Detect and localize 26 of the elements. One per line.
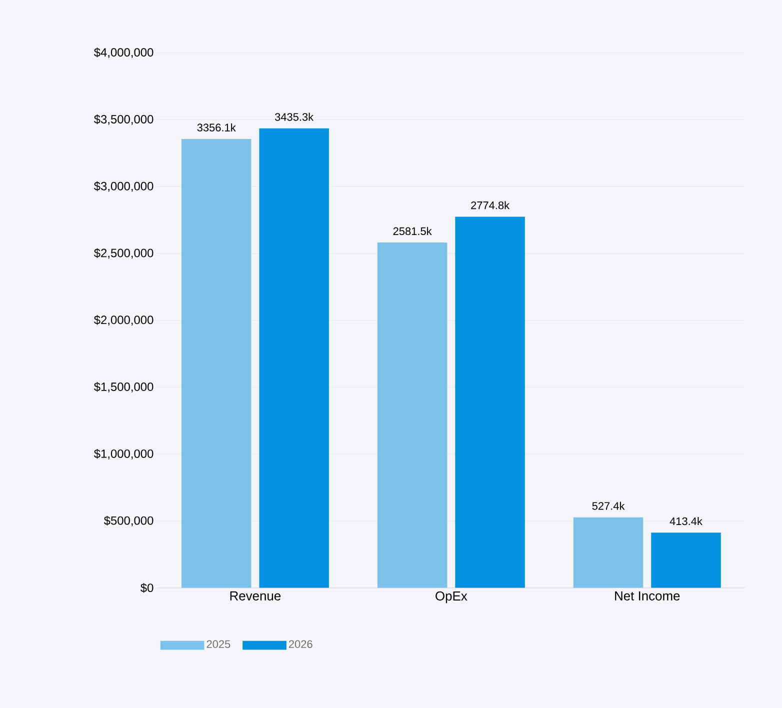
y-tick-label: $500,000 (104, 516, 154, 526)
data-label: 527.4k (592, 502, 625, 510)
bar (259, 128, 329, 588)
data-label: 3356.1k (197, 123, 236, 132)
data-label: 2774.8k (471, 200, 510, 209)
bar (377, 242, 448, 588)
y-tick-label: $1,500,000 (94, 382, 154, 392)
y-tick-label: $1,000,000 (94, 448, 154, 460)
data-label: 2581.5k (393, 226, 432, 235)
bar (651, 532, 721, 588)
x-tick-label: OpEx (436, 591, 468, 603)
data-label: 3435.3k (274, 112, 314, 121)
data-label: 413.4k (670, 516, 702, 525)
y-tick-label: $2,500,000 (94, 248, 154, 258)
x-tick-label: Net Income (615, 591, 680, 600)
y-tick-label: $3,000,000 (94, 181, 154, 192)
x-tick-label: Revenue (230, 591, 281, 600)
legend-label: 2025 (206, 640, 230, 648)
bar (573, 517, 644, 588)
y-tick-label: $0 (140, 582, 154, 592)
bar (181, 138, 252, 588)
bar (455, 216, 525, 588)
y-tick-label: $2,000,000 (94, 314, 154, 326)
legend-label: 2026 (288, 640, 312, 648)
y-tick-label: $4,000,000 (94, 47, 154, 58)
y-tick-label: $3,500,000 (94, 114, 154, 125)
